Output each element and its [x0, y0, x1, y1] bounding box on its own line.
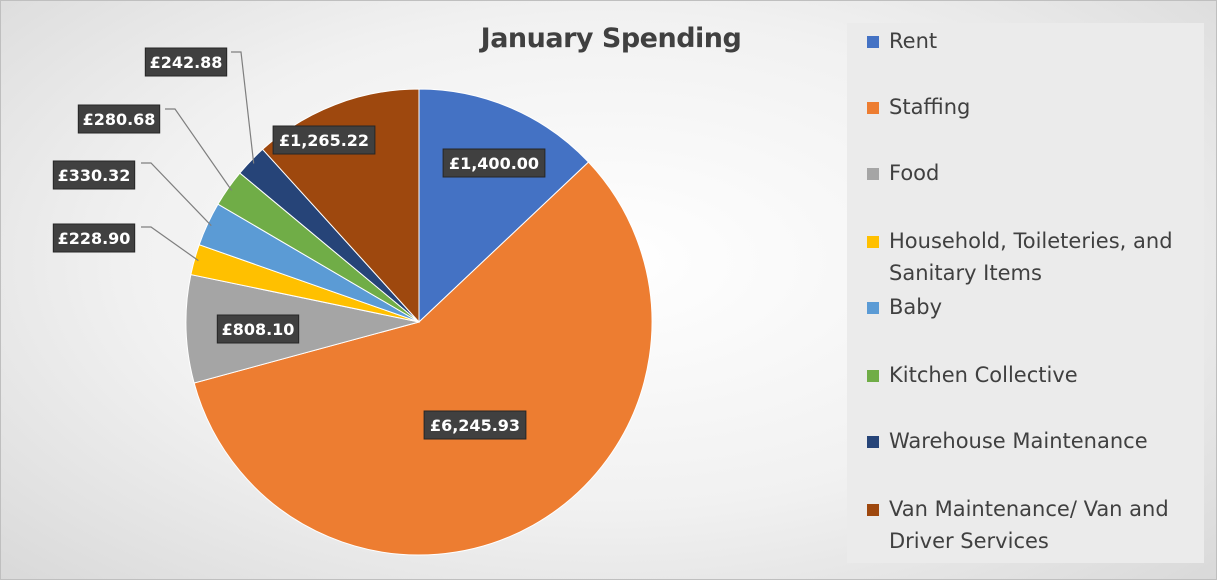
data-label-text: £808.10: [222, 320, 295, 339]
legend-label: Staffing: [889, 95, 971, 119]
data-label-text: £330.32: [58, 166, 131, 185]
pie-slice-rent: [418, 88, 590, 324]
legend-label: Baby: [889, 295, 943, 319]
legend-swatch: [867, 504, 879, 516]
leader-line-baby: [141, 162, 212, 227]
legend-swatch: [867, 168, 879, 180]
legend-item-van-maintenance-van-and-driver-services: Van Maintenance/ Van and Driver Services: [867, 493, 1197, 557]
legend-label: Household, Toileteries, and Sanitary Ite…: [889, 229, 1173, 285]
legend-label: Warehouse Maintenance: [889, 429, 1148, 453]
legend-label: Van Maintenance/ Van and Driver Services: [889, 497, 1169, 553]
legend-swatch: [867, 236, 879, 248]
data-label-warehouse-maintenance: £242.88: [144, 47, 228, 77]
leader-line-warehouse-maintenance: [231, 51, 255, 164]
legend-swatch: [867, 370, 879, 382]
data-label-baby: £330.32: [52, 160, 136, 190]
legend-swatch: [867, 302, 879, 314]
legend-item-warehouse-maintenance: Warehouse Maintenance: [867, 425, 1197, 457]
legend-item-kitchen-collective: Kitchen Collective: [867, 359, 1197, 391]
legend-item-rent: Rent: [867, 25, 1197, 57]
data-label-box: [144, 47, 228, 77]
data-label-household-toileteries-and-sanitary-items: £228.90: [52, 223, 136, 253]
data-label-text: £1,265.22: [279, 131, 369, 150]
legend-item-food: Food: [867, 157, 1197, 189]
data-label-kitchen-collective: £280.68: [77, 104, 161, 134]
data-label-text: £228.90: [58, 229, 131, 248]
data-label-box: [52, 223, 136, 253]
data-label-text: £6,245.93: [430, 416, 520, 435]
leader-line-kitchen-collective: [165, 108, 233, 191]
pie-slice-food: [185, 273, 420, 384]
data-label-rent: £1,400.00: [442, 148, 546, 178]
data-label-text: £1,400.00: [449, 154, 539, 173]
legend-swatch: [867, 36, 879, 48]
legend-swatch: [867, 436, 879, 448]
data-label-text: £280.68: [83, 110, 156, 129]
data-label-box: [77, 104, 161, 134]
data-label-box: [423, 410, 527, 440]
legend-item-staffing: Staffing: [867, 91, 1197, 123]
data-label-box: [52, 160, 136, 190]
data-label-box: [272, 125, 376, 155]
data-label-box: [442, 148, 546, 178]
data-label-van-maintenance-van-and-driver-services: £1,265.22: [272, 125, 376, 155]
data-label-food: £808.10: [216, 314, 300, 344]
legend-item-baby: Baby: [867, 291, 1197, 323]
chart-title: January Spending: [480, 23, 742, 54]
leader-line-household-toileteries-and-sanitary-items: [141, 226, 199, 262]
legend-swatch: [867, 102, 879, 114]
legend-label: Kitchen Collective: [889, 363, 1078, 387]
data-label-staffing: £6,245.93: [423, 410, 527, 440]
data-label-box: [216, 314, 300, 344]
legend: Rent Staffing Food Household, Toileteries, …: [847, 23, 1204, 563]
pie-slice-staffing: [193, 161, 653, 556]
legend-label: Rent: [889, 29, 938, 53]
legend-item-household-toileteries-and-sanitary-items: Household, Toileteries, and Sanitary Ite…: [867, 225, 1197, 289]
data-label-text: £242.88: [150, 53, 223, 72]
legend-label: Food: [889, 161, 940, 185]
